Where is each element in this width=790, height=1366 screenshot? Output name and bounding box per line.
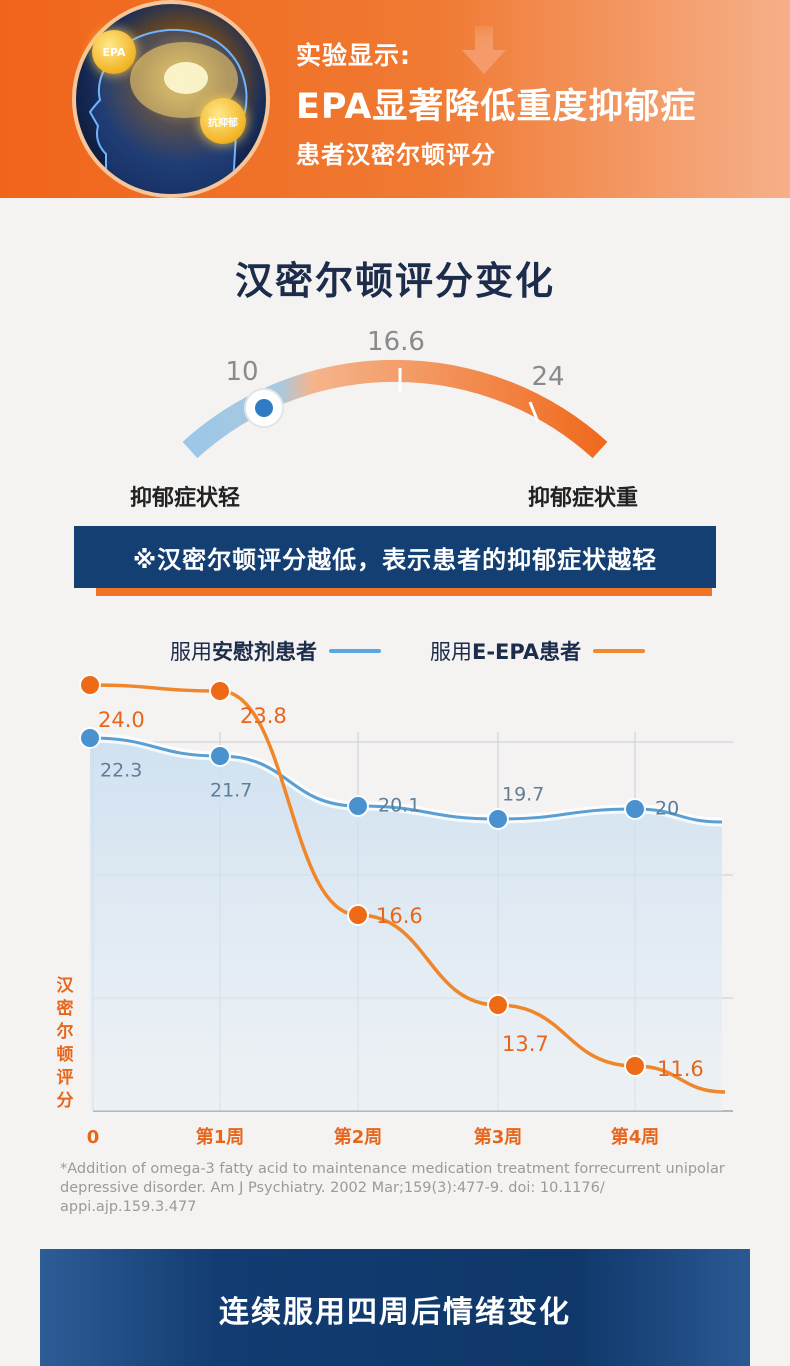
- line-chart: 22.3 21.7 20.1 19.7 20 24.0 23.8 16.6 13.7 11.6 0…: [79, 674, 733, 1148]
- header-text: 实验显示: EPA显著降低重度抑郁症 患者汉密尔顿评分: [296, 36, 696, 170]
- legend-placebo-swatch: [329, 649, 381, 653]
- y-axis-label-char: 顿: [56, 1045, 74, 1065]
- footnote: *Addition of omega-3 fatty acid to maint…: [60, 1161, 725, 1215]
- placebo-data-point: [211, 747, 229, 765]
- epa-data-label: 13.7: [502, 1032, 549, 1056]
- y-axis-label-char: 汉: [56, 976, 74, 996]
- gauge-value-high: 24: [531, 362, 564, 392]
- epa-data-point: [211, 682, 229, 700]
- x-tick-label: 第3周: [474, 1126, 523, 1148]
- note-banner: ※汉密尔顿评分越低，表示患者的抑郁症状越轻: [74, 526, 716, 588]
- y-axis-label-char: 密: [56, 999, 74, 1019]
- legend-epa-prefix: 服用: [430, 640, 472, 664]
- gauge-marker-dot: [255, 399, 273, 417]
- epa-data-label: 24.0: [98, 708, 145, 732]
- placebo-data-label: 21.7: [210, 780, 252, 802]
- header-line1: 实验显示:: [296, 41, 411, 70]
- legend-placebo-label: 安慰剂患者: [212, 640, 317, 664]
- gauge-tick-high: [528, 401, 540, 423]
- placebo-data-label: 22.3: [100, 760, 142, 782]
- gauge-left-label: 抑郁症状轻: [130, 486, 241, 511]
- legend-epa: 服用 E-EPA患者: [430, 636, 646, 666]
- x-tick-label: 第4周: [611, 1126, 660, 1148]
- legend-placebo-prefix: 服用: [170, 640, 212, 664]
- legend-epa-label: E-EPA患者: [472, 640, 582, 664]
- y-axis-label-char: 评: [56, 1068, 74, 1088]
- gauge-value-mid: 16.6: [367, 327, 425, 357]
- epa-data-label: 23.8: [240, 704, 287, 728]
- gauge-right-label: 抑郁症状重: [528, 486, 639, 511]
- placebo-area: [90, 738, 722, 1111]
- legend-placebo: 服用 安慰剂患者: [170, 636, 381, 666]
- x-tick-label: 第1周: [196, 1126, 245, 1148]
- hamilton-gauge: 10 16.6 24 抑郁症状轻 抑郁症状重: [0, 310, 790, 540]
- placebo-data-label: 20.1: [378, 795, 420, 817]
- placebo-data-point: [489, 810, 507, 828]
- epa-data-point: [81, 676, 99, 694]
- legend-epa-swatch: [593, 649, 646, 653]
- placebo-data-point: [626, 800, 644, 818]
- placebo-data-label: 20: [655, 798, 679, 820]
- x-tick-label: 第2周: [334, 1126, 383, 1148]
- bottom-banner: 连续服用四周后情绪变化: [40, 1249, 750, 1366]
- gauge-arc: [182, 359, 608, 459]
- x-tick-label: 0: [87, 1127, 100, 1148]
- y-axis-label: 汉密尔顿评分: [53, 975, 77, 1113]
- head-silhouette-icon: [88, 28, 248, 194]
- brain-icon: [72, 0, 270, 198]
- header-banner: EPA 抗抑郁 实验显示: EPA显著降低重度抑郁症 患者汉密尔顿评分: [0, 0, 790, 198]
- anti-depression-badge: 抗抑郁: [200, 98, 246, 144]
- gauge-value-low: 10: [225, 357, 258, 387]
- section-title: 汉密尔顿评分变化: [234, 259, 555, 303]
- epa-data-label: 16.6: [376, 904, 423, 928]
- y-axis-label-char: 尔: [56, 1022, 74, 1042]
- placebo-data-point: [81, 729, 99, 747]
- header-line3: 患者汉密尔顿评分: [296, 141, 496, 169]
- epa-data-label: 11.6: [657, 1057, 704, 1081]
- bottom-title: 连续服用四周后情绪变化: [219, 1295, 571, 1330]
- placebo-data-point: [349, 797, 367, 815]
- epa-badge: EPA: [92, 30, 136, 74]
- arrow-down-icon: [462, 26, 506, 74]
- epa-data-point: [626, 1057, 644, 1075]
- epa-data-point: [349, 906, 367, 924]
- y-axis-label-char: 分: [56, 1091, 74, 1111]
- epa-data-point: [489, 996, 507, 1014]
- placebo-data-label: 19.7: [502, 784, 544, 806]
- header-headline: EPA显著降低重度抑郁症: [296, 87, 697, 127]
